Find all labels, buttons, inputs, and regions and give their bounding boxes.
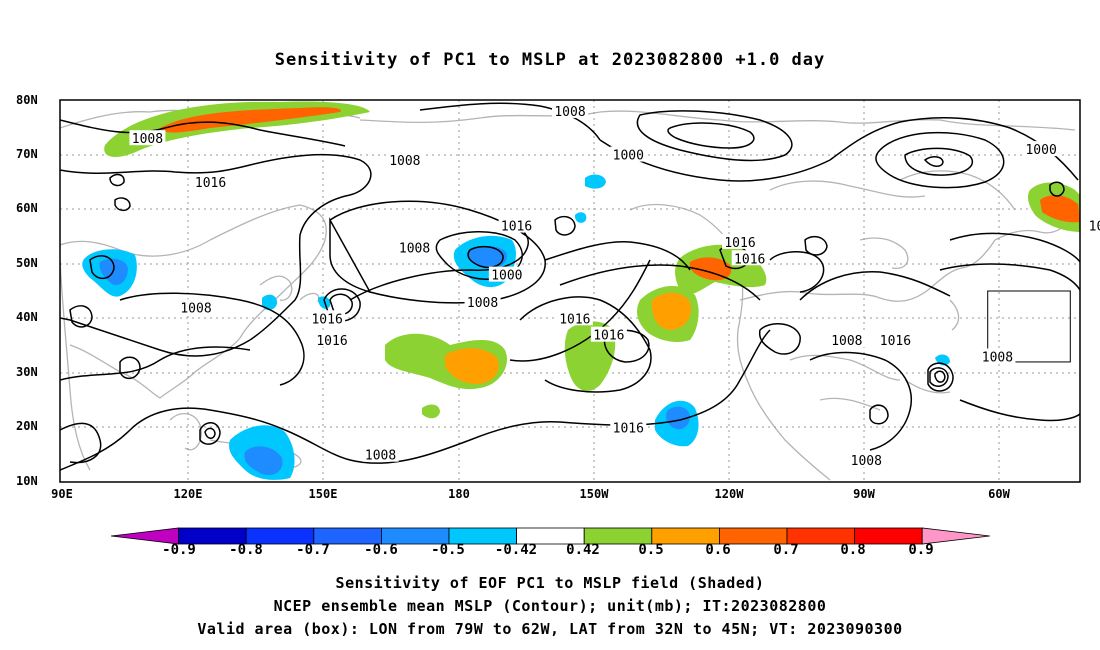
contour-label-bg: [1086, 217, 1100, 233]
contour-label: 1016: [1089, 220, 1100, 235]
map-frame: [59, 99, 1081, 483]
contour-label: 1008: [399, 241, 430, 256]
contour-label: 1008: [554, 105, 585, 120]
contour-label-bg: [610, 146, 647, 162]
contour-label: 1008: [365, 449, 396, 464]
lon-label-180: 180: [448, 487, 470, 501]
contour-label: 1008: [851, 454, 882, 469]
contour-label-bg: [1023, 141, 1060, 157]
contour-label-bg: [828, 332, 865, 348]
cb-tick-label: -0.6: [364, 542, 398, 558]
caption-line-1: Sensitivity of EOF PC1 to MSLP field (Sh…: [335, 574, 765, 592]
contour-label-bg: [386, 152, 423, 168]
cb-tick-label: -0.9: [162, 542, 196, 558]
cb-tick-label: 0.5: [638, 542, 664, 558]
contour-label-bg: [396, 239, 433, 255]
contour-label: 1016: [316, 334, 347, 349]
contour-label-bg: [610, 419, 647, 435]
lon-label-150w: 150W: [579, 487, 609, 501]
contour-label: 1008: [389, 154, 420, 169]
contour-label-bg: [722, 233, 758, 249]
cb-tick-label: 0.8: [840, 542, 866, 558]
contour-label-bg: [178, 299, 214, 315]
cb-tick-label: 0.9: [908, 542, 934, 558]
contour-label: 1016: [880, 334, 911, 349]
contour-label: 1000: [1025, 143, 1056, 158]
lon-label-120w: 120W: [714, 487, 744, 501]
cb-tick-label: 0.6: [705, 542, 731, 558]
lat-label-20n: 20N: [16, 419, 38, 433]
contour-label-bg: [498, 217, 535, 233]
cb-tick-label: -0.8: [229, 542, 263, 558]
contour-label-bg: [309, 310, 346, 326]
lat-label-10n: 10N: [16, 474, 38, 488]
contour-label: 1008: [831, 334, 862, 349]
lon-label-60w: 60W: [988, 487, 1010, 501]
contour-label: 1008: [982, 350, 1013, 365]
lon-label-120e: 120E: [173, 487, 203, 501]
lat-label-60n: 60N: [16, 201, 38, 215]
colorbar: [110, 527, 990, 545]
lon-label-150e: 150E: [308, 487, 338, 501]
contour-label: 1016: [311, 312, 342, 327]
contour-label-bg: [362, 446, 399, 462]
contour-label: 1016: [724, 236, 755, 251]
cb-tick-label: -0.42: [494, 542, 538, 558]
contour-label: 1008: [467, 296, 498, 311]
contour-label: 1016: [501, 220, 532, 235]
contour-label: 1008: [180, 301, 211, 316]
lon-label-90w: 90W: [853, 487, 875, 501]
cb-tick-label: 0.7: [773, 542, 799, 558]
cb-tick-label: -0.7: [296, 542, 330, 558]
contour-label: 1016: [734, 252, 765, 267]
contour-label: 1016: [195, 176, 226, 191]
contour-label: 1016: [593, 329, 624, 344]
lat-label-80n: 80N: [16, 93, 38, 107]
caption-line-3: Valid area (box): LON from 79W to 62W, L…: [197, 620, 903, 638]
contour-label: 1000: [491, 269, 522, 284]
lat-label-50n: 50N: [16, 256, 38, 270]
figure-title: Sensitivity of PC1 to MSLP at 2023082800…: [274, 50, 826, 70]
contour-label-layer: 1008 1008 1016 1008 1000 1000 1016 1008 1000 1008…: [129, 102, 1100, 469]
contour-label-bg: [556, 310, 593, 326]
contour-label-bg: [848, 452, 885, 468]
contour-label-bg: [314, 332, 350, 348]
lon-label-90e: 90E: [51, 487, 73, 501]
sensitivity-shading: [82, 101, 1080, 480]
contour-label-bg: [552, 102, 588, 118]
lat-label-40n: 40N: [16, 310, 38, 324]
contour-label-bg: [590, 326, 627, 342]
mslp-contours: [60, 102, 1080, 471]
contour-label-bg: [877, 332, 914, 348]
colorbar-max-arrow: [921, 527, 990, 545]
contour-label-bg: [464, 293, 501, 309]
contour-label: 1008: [132, 132, 163, 147]
contour-label-bg: [192, 173, 229, 189]
contour-label-bg: [979, 348, 1016, 364]
contour-label-bg: [488, 266, 525, 282]
lat-label-30n: 30N: [16, 365, 38, 379]
lat-label-70n: 70N: [16, 147, 38, 161]
contour-label-bg: [129, 130, 166, 146]
contour-label: 1000: [613, 149, 644, 164]
contour-label: 1016: [559, 312, 590, 327]
cb-tick-label: 0.42: [566, 542, 600, 558]
valid-area-box: [987, 290, 1071, 363]
contour-label-bg: [731, 250, 768, 266]
caption-line-2: NCEP ensemble mean MSLP (Contour); unit(…: [273, 597, 827, 615]
cb-tick-label: -0.5: [431, 542, 465, 558]
contour-label: 1016: [613, 421, 644, 436]
